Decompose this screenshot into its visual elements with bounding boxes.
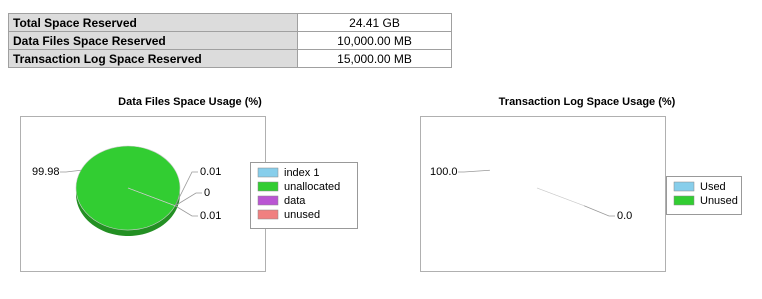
legend-swatch — [257, 195, 279, 206]
table-row: Transaction Log Space Reserved 15,000.00 … — [8, 49, 452, 68]
pie-slice — [75, 145, 181, 231]
data-label: 0 — [204, 187, 210, 199]
chart-title: Data Files Space Usage (%) — [118, 96, 262, 108]
legend-swatch — [257, 209, 279, 220]
row-value: 24.41 GB — [297, 13, 452, 32]
legend-swatch — [673, 181, 695, 192]
data-label: 100.0 — [430, 166, 458, 178]
leader-line — [458, 169, 490, 173]
row-label: Total Space Reserved — [8, 13, 298, 32]
leader-line — [583, 205, 615, 217]
table-row: Total Space Reserved 24.41 GB — [8, 13, 452, 32]
leader-line — [174, 171, 198, 206]
legend-label: unallocated — [284, 181, 340, 193]
leader-line — [174, 205, 198, 217]
row-value: 15,000.00 MB — [297, 49, 452, 68]
data-label: 99.98 — [32, 166, 60, 178]
legend-swatch — [257, 181, 279, 192]
leader-line — [60, 169, 81, 173]
legend-swatch — [257, 167, 279, 178]
data-label: 0.0 — [617, 210, 632, 222]
legend-label: index 1 — [284, 167, 319, 179]
chart-title: Transaction Log Space Usage (%) — [499, 96, 676, 108]
legend-label: data — [284, 195, 306, 207]
leader-line — [174, 192, 202, 207]
chart-frame — [420, 116, 666, 272]
pie-slice — [536, 187, 585, 207]
data-label: 0.01 — [200, 210, 221, 222]
space-table: Total Space Reserved 24.41 GB Data Files … — [8, 13, 452, 68]
row-label: Transaction Log Space Reserved — [8, 49, 298, 68]
data-label: 0.01 — [200, 166, 221, 178]
legend-label: Used — [700, 181, 726, 193]
legend-swatch — [673, 195, 695, 206]
legend-label: Unused — [700, 195, 738, 207]
legend-label: unused — [284, 209, 320, 221]
